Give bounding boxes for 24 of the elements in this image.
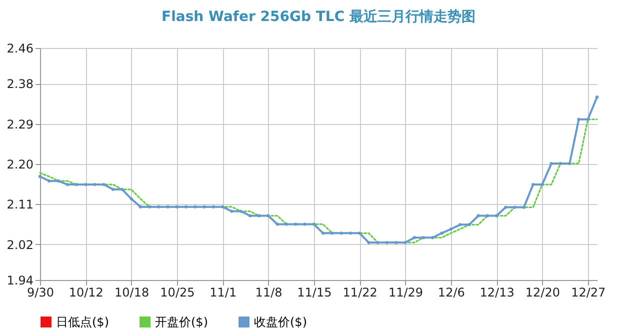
x-tick-label: 11/1	[210, 286, 237, 300]
x-tick-label: 11/15	[297, 286, 332, 300]
y-tick-label: 2.11	[6, 198, 34, 212]
legend-label: 收盘价($)	[254, 315, 307, 329]
x-tick-label: 10/25	[160, 286, 195, 300]
legend-label: 日低点($)	[56, 315, 109, 329]
x-tick-label: 12/6	[438, 286, 465, 300]
x-tick-label: 11/8	[255, 286, 282, 300]
x-tick-label: 12/20	[525, 286, 560, 300]
x-tick-label: 11/22	[342, 286, 378, 300]
y-tick-label: 2.20	[6, 158, 34, 172]
y-tick-label: 2.38	[6, 77, 34, 92]
x-tick-label: 12/27	[571, 286, 606, 300]
y-tick-label: 2.29	[6, 117, 34, 132]
x-tick-label: 11/29	[388, 286, 424, 300]
y-tick-label: 2.02	[6, 238, 34, 252]
chart-title: Flash Wafer 256Gb TLC 最近三月行情走势图	[162, 8, 476, 25]
x-tick-label: 12/13	[480, 286, 514, 300]
y-tick-label: 2.46	[6, 42, 34, 56]
legend-label: 开盘价($)	[155, 315, 208, 329]
x-tick-label: 10/18	[114, 286, 150, 300]
y-tick-label: 1.94	[6, 274, 34, 288]
x-tick-label: 9/30	[27, 286, 54, 300]
x-tick-label: 10/12	[68, 286, 104, 300]
